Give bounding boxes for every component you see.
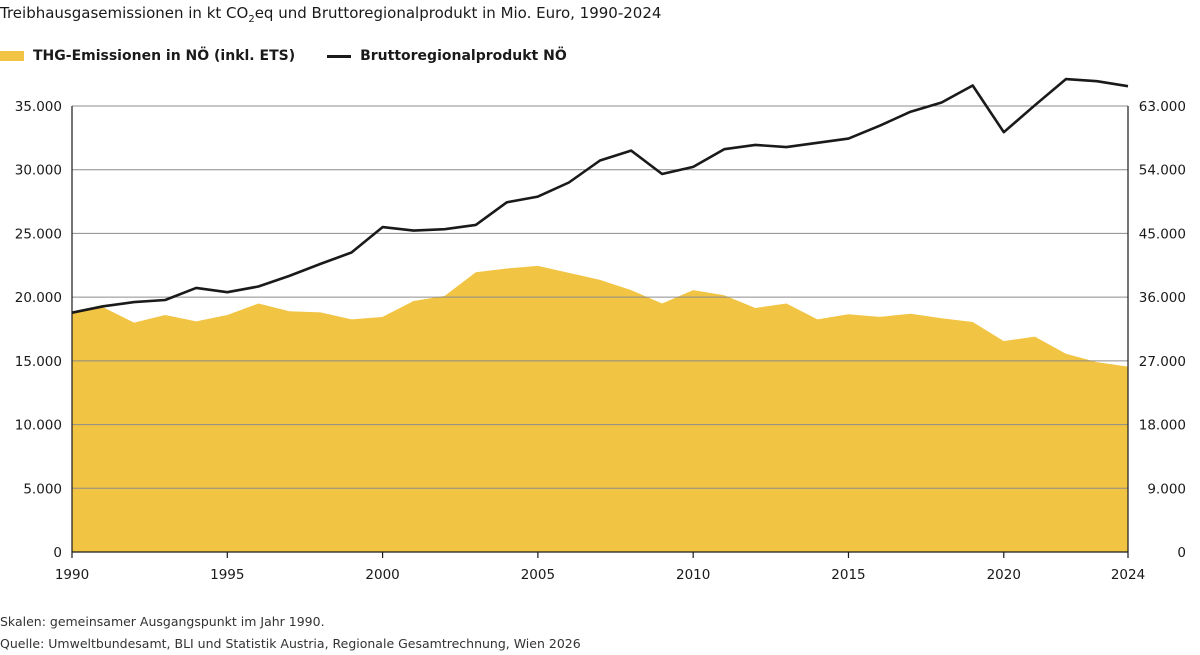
y-left-tick-label: 5.000 (23, 481, 62, 497)
chart-title-subscript: 2 (248, 14, 255, 25)
y-right-tick-label: 45.000 (1139, 226, 1186, 242)
y-right-tick-label: 9.000 (1147, 481, 1186, 497)
legend-item-emissions: THG-Emissionen in NÖ (inkl. ETS) (0, 48, 295, 64)
y-left-tick-label: 0 (53, 545, 62, 561)
chart-legend: THG-Emissionen in NÖ (inkl. ETS) Bruttor… (0, 48, 599, 64)
x-tick-label: 2005 (521, 567, 555, 583)
y-right-tick-label: 54.000 (1139, 163, 1186, 179)
chart-title-suffix: eq und Bruttoregionalprodukt in Mio. Eur… (254, 4, 662, 22)
x-tick-label: 2020 (987, 567, 1021, 583)
x-tick-label: 1990 (55, 567, 89, 583)
note-source: Quelle: Umweltbundesamt, BLI und Statist… (0, 636, 581, 651)
legend-label-brp: Bruttoregionalprodukt NÖ (360, 48, 567, 64)
note-scales: Skalen: gemeinsamer Ausgangspunkt im Jah… (0, 614, 325, 629)
y-left-tick-label: 10.000 (15, 418, 62, 434)
legend-label-emissions: THG-Emissionen in NÖ (inkl. ETS) (33, 48, 296, 64)
y-right-tick-label: 63.000 (1139, 99, 1186, 115)
y-right-tick-label: 18.000 (1139, 418, 1186, 434)
y-left-tick-label: 20.000 (15, 290, 62, 306)
brp-line (71, 77, 1129, 314)
y-right-tick-label: 0 (1177, 545, 1186, 561)
chart-title-prefix: Treibhausgasemissionen in kt CO (0, 4, 249, 22)
x-tick-label: 2015 (831, 567, 865, 583)
chart-svg: 1990 1995 2000 2005 2010 2015 2020 2024 0 5.000 10… (15, 77, 1186, 583)
emissions-area (72, 265, 1128, 552)
y-left-tick-label: 30.000 (15, 163, 62, 179)
y-left-tick-label: 35.000 (15, 99, 62, 115)
y-left-tick-label: 25.000 (15, 226, 62, 242)
x-tick-label: 2000 (365, 567, 399, 583)
y-right-tick-label: 36.000 (1139, 290, 1186, 306)
y-right-tick-label: 27.000 (1139, 354, 1186, 370)
legend-swatch-area (0, 51, 24, 61)
y-left-tick-label: 15.000 (15, 354, 62, 370)
x-tick-label: 2010 (676, 567, 710, 583)
x-tick-label: 1995 (210, 567, 244, 583)
x-tick-label: 2024 (1111, 567, 1145, 583)
legend-swatch-line (327, 54, 352, 58)
legend-item-brp: Bruttoregionalprodukt NÖ (327, 48, 567, 64)
chart-title: Treibhausgasemissionen in kt CO2eq und B… (0, 4, 661, 25)
